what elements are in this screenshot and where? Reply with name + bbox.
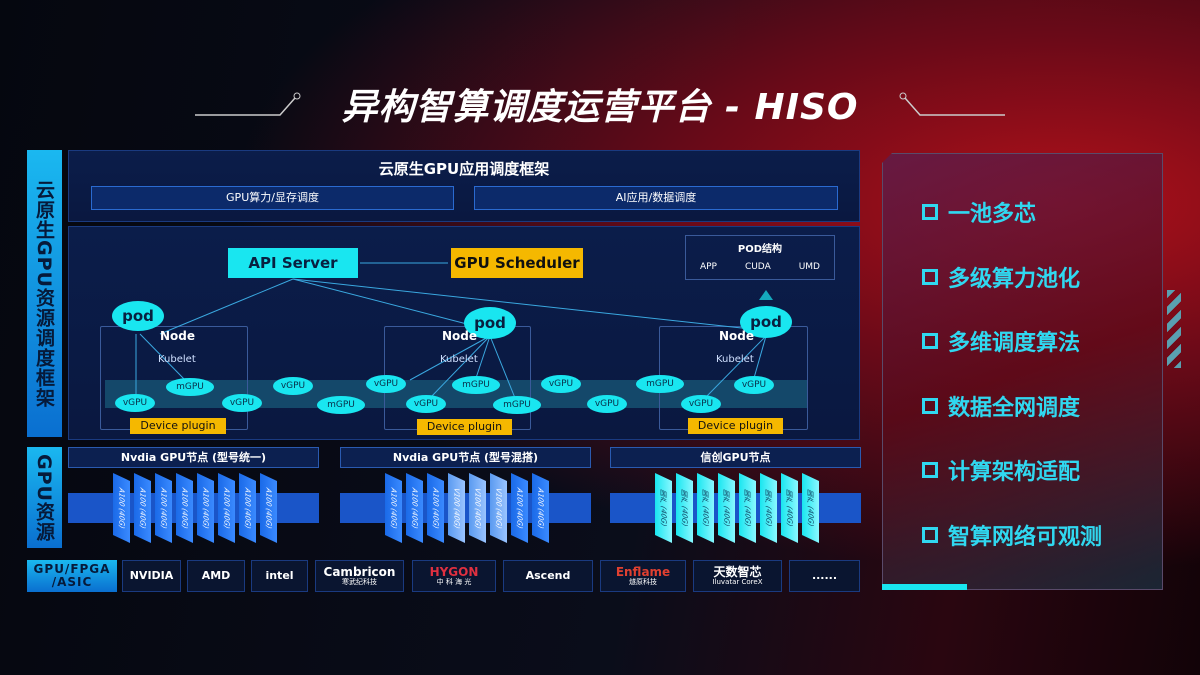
feature-item: 多维调度算法 <box>922 325 1080 357</box>
gpu-chip: V100 (40G) <box>469 473 486 543</box>
feature-item: 多级算力池化 <box>922 261 1080 293</box>
pod-umd: UMD <box>798 262 820 272</box>
device-plugin-2: Device plugin <box>417 419 512 435</box>
pod-2: pod <box>464 307 516 339</box>
pod-structure: POD结构 APP CUDA UMD <box>685 235 835 280</box>
gpu-chip: 国产 (40G) <box>760 473 777 543</box>
vgpu-unit: vGPU <box>734 376 774 394</box>
node-label-1: Node <box>160 329 196 343</box>
feature-item: 智算网络可观测 <box>922 519 1102 551</box>
gpu-chip: V100 (40G) <box>490 473 507 543</box>
label-framework: 云原生GPU资源调度框架 <box>27 150 62 437</box>
checkbox-icon <box>922 397 938 414</box>
pod-structure-title: POD结构 <box>737 244 783 255</box>
vgpu-unit: vGPU <box>587 395 627 413</box>
label-chips: GPU/FPGA /ASIC <box>27 560 117 592</box>
vendor-logo: HYGON 中 科 海 光 <box>412 560 496 592</box>
mgpu-unit: mGPU <box>166 378 214 396</box>
kubelet-2: Kubelet <box>440 354 478 365</box>
gpu-chip: 国产 (40G) <box>676 473 693 543</box>
mgpu-unit: mGPU <box>452 376 500 394</box>
gpu-chip: 国产 (40G) <box>802 473 819 543</box>
mgpu-unit: mGPU <box>636 375 684 393</box>
vgpu-unit: vGPU <box>273 377 313 395</box>
kubelet-1: Kubelet <box>158 354 196 365</box>
gpu-group-title: Nvdia GPU节点 (型号统一) <box>68 447 319 468</box>
gpu-node-base <box>68 493 319 523</box>
gpu-chip: A100 (40G) <box>155 473 172 543</box>
gpu-chip: A100 (40G) <box>427 473 444 543</box>
device-plugin-3: Device plugin <box>688 418 783 434</box>
ai-data-scheduling: AI应用/数据调度 <box>474 186 838 210</box>
vgpu-unit: vGPU <box>222 394 262 412</box>
app-framework-title: 云原生GPU应用调度框架 <box>378 160 550 178</box>
label-resources: GPU资源 <box>27 447 62 548</box>
features-panel <box>882 153 1163 590</box>
vgpu-unit: vGPU <box>681 395 721 413</box>
gpu-memory-scheduling: GPU算力/显存调度 <box>91 186 454 210</box>
gpu-chip: A100 (40G) <box>406 473 423 543</box>
gpu-chip: A100 (40G) <box>385 473 402 543</box>
gpu-chip: 国产 (40G) <box>739 473 756 543</box>
device-plugin-1: Device plugin <box>130 418 226 434</box>
checkbox-icon <box>922 526 938 543</box>
gpu-scheduler: GPU Scheduler <box>451 248 583 278</box>
checkbox-icon <box>922 204 938 220</box>
gpu-chip: A100 (40G) <box>134 473 151 543</box>
vgpu-unit: vGPU <box>366 375 406 393</box>
gpu-group-title: 信创GPU节点 <box>610 447 861 468</box>
pod-app: APP <box>699 262 717 272</box>
decor-bar <box>882 584 967 590</box>
gpu-chip: A100 (40G) <box>511 473 528 543</box>
gpu-chip: A100 (40G) <box>197 473 214 543</box>
vendor-logo: Cambricon 寒武纪科技 <box>315 560 404 592</box>
vgpu-unit: vGPU <box>541 375 581 393</box>
vendor-logo: NVIDIA <box>122 560 181 592</box>
pod-3: pod <box>740 306 792 338</box>
checkbox-icon <box>922 333 938 349</box>
node-label-3: Node <box>719 329 755 343</box>
gpu-chip: A100 (40G) <box>218 473 235 543</box>
feature-item: 一池多芯 <box>922 196 1036 228</box>
checkbox-icon <box>922 462 938 478</box>
vendor-logo: Ascend <box>503 560 593 592</box>
gpu-node-base <box>610 493 861 523</box>
vendor-logo: Enflame 燧原科技 <box>600 560 686 592</box>
vendor-logo: intel <box>251 560 308 592</box>
gpu-chip: A100 (40G) <box>176 473 193 543</box>
api-server: API Server <box>228 248 358 278</box>
gpu-chip: 国产 (40G) <box>655 473 672 543</box>
gpu-group-title: Nvdia GPU节点 (型号混搭) <box>340 447 591 468</box>
gpu-chip: 国产 (40G) <box>781 473 798 543</box>
vgpu-unit: vGPU <box>115 394 155 412</box>
gpu-node-base <box>340 493 591 523</box>
vendor-logo: ...... <box>789 560 860 592</box>
decor-stripes <box>1167 290 1181 368</box>
pod-1: pod <box>112 301 164 331</box>
gpu-chip: A100 (40G) <box>113 473 130 543</box>
gpu-chip: A100 (40G) <box>532 473 549 543</box>
vgpu-unit: vGPU <box>406 395 446 413</box>
gpu-chip: 国产 (40G) <box>697 473 714 543</box>
gpu-chip: 国产 (40G) <box>718 473 735 543</box>
pod-cuda: CUDA <box>744 262 771 272</box>
checkbox-icon <box>922 268 938 285</box>
mgpu-unit: mGPU <box>493 396 541 414</box>
gpu-chip: V100 (40G) <box>448 473 465 543</box>
mgpu-unit: mGPU <box>317 396 365 414</box>
page-title: 异构智算调度运营平台 - HISO <box>341 87 859 128</box>
kubelet-3: Kubelet <box>716 354 754 365</box>
node-label-2: Node <box>442 329 478 343</box>
gpu-chip: A100 (40G) <box>260 473 277 543</box>
feature-item: 计算架构适配 <box>922 454 1080 486</box>
vendor-logo: AMD <box>187 560 245 592</box>
vendor-logo: 天数智芯 Iluvatar CoreX <box>693 560 782 592</box>
feature-item: 数据全网调度 <box>922 390 1080 422</box>
gpu-chip: A100 (40G) <box>239 473 256 543</box>
